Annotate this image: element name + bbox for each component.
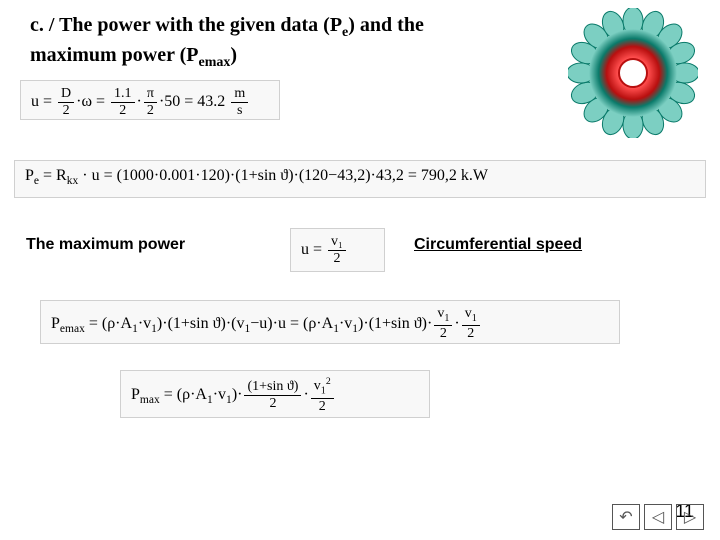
formula-u-v1-over-2: u = v₁2 [290,228,385,272]
formula-pmax: Pmax = (ρ·A1·v1)·(1+sin ϑ)2·v122 [120,370,430,418]
heading-text-1: c. / The power with the given data (P [30,14,342,36]
uv1-den: 2 [328,251,346,266]
formula-pemax: Pemax = (ρ·A1·v1)·(1+sin ϑ)·(v1−u)·u = (… [40,300,620,344]
turbine-image [568,8,698,138]
section-heading: c. / The power with the given data (Pe) … [30,12,490,72]
label-maximum-power: The maximum power [26,236,185,254]
slide-nav: ↶ ◁ ▷ [612,504,704,530]
formula-u-v1-eq: u = v₁2 [301,241,348,258]
formula-pe-eq: Pe = Rkx · u = (1000·0.001·120)·(1+sin ϑ… [25,167,488,184]
nav-back-icon[interactable]: ↶ [612,504,640,530]
nav-prev-icon[interactable]: ◁ [644,504,672,530]
formula-u-eq: u = D2·ω = 1.12·π2·50 = 43.2 ms [31,93,250,110]
nav-next-icon[interactable]: ▷ [676,504,704,530]
formula-pmax-eq: Pmax = (ρ·A1·v1)·(1+sin ϑ)2·v122 [131,386,336,403]
formula-pemax-eq: Pemax = (ρ·A1·v1)·(1+sin ϑ)·(v1−u)·u = (… [51,315,482,332]
formula-pe: Pe = Rkx · u = (1000·0.001·120)·(1+sin ϑ… [14,160,706,198]
uv1-num: v₁ [328,235,346,251]
turbine-center [619,59,647,87]
heading-sub-2: emax [199,55,231,70]
formula-u: u = D2·ω = 1.12·π2·50 = 43.2 ms [20,80,280,120]
label-circumferential-speed: Circumferential speed [414,236,582,254]
heading-text-3: ) [230,44,237,66]
